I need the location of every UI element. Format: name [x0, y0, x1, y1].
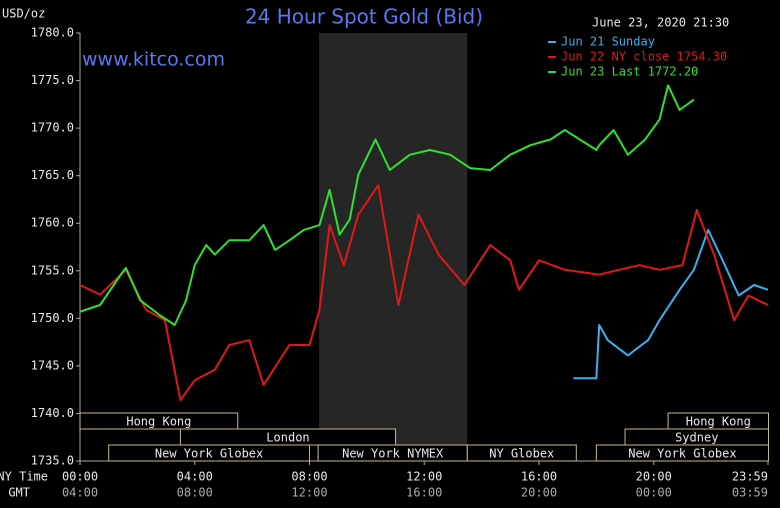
y-tick-label: 1760.0: [31, 216, 74, 230]
x-tick-label: 16:00: [521, 470, 557, 484]
x2-tick-label: 20:00: [521, 486, 557, 500]
session-label: New York Globex: [155, 447, 263, 461]
timestamp: June 23, 2020 21:30: [592, 16, 729, 30]
legend-label: Jun 22 NY close 1754.30: [561, 50, 727, 64]
x-tick-label: 23:59: [732, 470, 768, 484]
y-tick-label: 1770.0: [31, 121, 74, 135]
session-label: Sydney: [675, 431, 718, 445]
y-tick-label: 1750.0: [31, 311, 74, 325]
x-tick-label: 08:00: [291, 470, 327, 484]
session-bar: [466, 444, 577, 462]
x-tick-label: 12:00: [406, 470, 442, 484]
session-label: New York NYMEX: [342, 447, 444, 461]
x-axis-label: NY Time: [0, 470, 48, 484]
y-tick-label: 1740.0: [31, 406, 74, 420]
session-bar: [79, 412, 239, 430]
y-tick-label: 1765.0: [31, 168, 74, 182]
x-tick-label: 04:00: [177, 470, 213, 484]
watermark: www.kitco.com: [82, 49, 225, 71]
session-label: New York Globex: [628, 447, 736, 461]
x2-tick-label: 03:59: [732, 486, 768, 500]
x2-tick-label: 00:00: [636, 486, 672, 500]
y-tick-label: 1735.0: [31, 454, 74, 468]
chart-title: 24 Hour Spot Gold (Bid): [245, 5, 483, 29]
x2-tick-label: 16:00: [406, 486, 442, 500]
session-label: NY Globex: [489, 447, 554, 461]
legend-label: Jun 23 Last 1772.20: [561, 65, 698, 79]
y-tick-label: 1775.0: [31, 73, 74, 87]
x-tick-label: 20:00: [636, 470, 672, 484]
y-tick-label: 1780.0: [31, 26, 74, 40]
session-bar: [108, 444, 310, 462]
legend-label: Jun 21 Sunday: [561, 35, 655, 49]
x2-tick-label: 12:00: [291, 486, 327, 500]
y-tick-label: 1745.0: [31, 358, 74, 372]
session-label: London: [266, 431, 309, 445]
series-line: [79, 84, 695, 326]
unit-label: USD/oz: [2, 7, 45, 21]
x-tick-label: 00:00: [62, 470, 98, 484]
y-tick-label: 1755.0: [31, 263, 74, 277]
x2-axis-label: GMT: [8, 486, 30, 500]
session-label: Hong Kong: [126, 415, 191, 429]
series-line: [79, 184, 769, 402]
x2-tick-label: 08:00: [177, 486, 213, 500]
highlight-band: [318, 33, 468, 461]
series-line: [573, 228, 769, 380]
x2-tick-label: 04:00: [62, 486, 98, 500]
session-bar: [595, 444, 769, 462]
session-label: Hong Kong: [686, 415, 751, 429]
